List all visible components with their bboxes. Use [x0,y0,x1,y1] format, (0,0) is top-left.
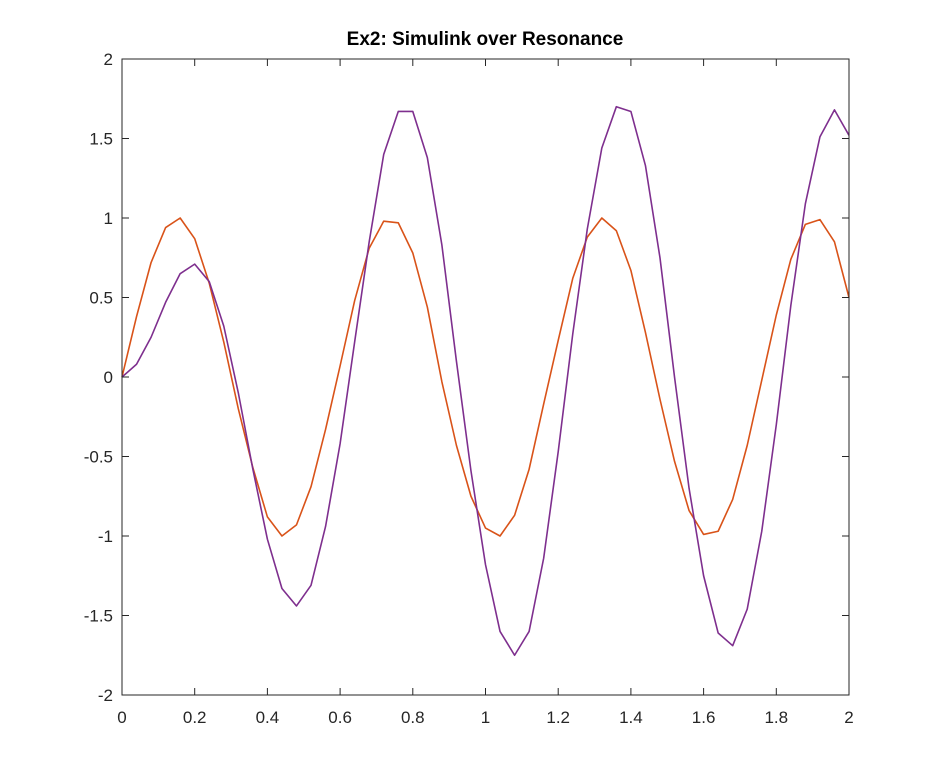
x-tick-label: 1.6 [692,708,716,727]
axes-layer: 0 0.2 0.4 0.6 0.8 1 1.2 1.4 1.6 1.8 2 2 1.5 1 0.5 0 -0.5… [84,50,854,727]
y-tick-label: -2 [98,686,113,705]
x-tick-label: 1 [481,708,490,727]
y-tick-label: -1 [98,527,113,546]
y-tick-label: -0.5 [84,448,113,467]
y-tick-label: 1.5 [89,130,113,149]
x-tick-label: 0.4 [256,708,280,727]
x-tick-label: 0 [117,708,126,727]
x-tick-label: 0.8 [401,708,425,727]
series-layer [121,105,850,657]
series-line-1 [121,217,850,537]
x-tick-label: 0.6 [328,708,352,727]
y-tick-label: 2 [104,50,113,69]
x-tick-label: 2 [844,708,853,727]
y-tick-label: 1 [104,209,113,228]
y-tick-label: -1.5 [84,607,113,626]
chart-title: Ex2: Simulink over Resonance [347,29,624,50]
y-tick-label: 0.5 [89,289,113,308]
x-tick-label: 0.2 [183,708,207,727]
y-tick-label: 0 [104,368,113,387]
series-line-2 [121,105,850,657]
x-tick-label: 1.8 [764,708,788,727]
x-tick-label: 1.2 [546,708,570,727]
plot-area [122,59,849,695]
x-tick-label: 1.4 [619,708,643,727]
